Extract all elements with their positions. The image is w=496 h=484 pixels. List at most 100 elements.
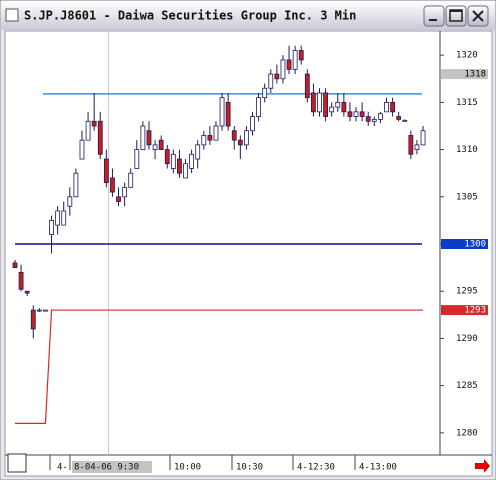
y-tick-label: 1290 [456,334,478,344]
x-tick-label: 8-04-06 9:30 [74,463,139,473]
candle-body [371,118,377,122]
candle-body [262,87,268,99]
candle-body [97,120,103,155]
candle-body [396,116,402,120]
candle-body [231,130,237,141]
price-marker-label: 1300 [464,240,486,250]
candle-body [304,73,310,99]
y-tick-label: 1320 [456,51,478,61]
candle-body [341,101,347,113]
candle-body [244,130,249,146]
x-tick-label: 4-12:30 [297,463,335,473]
candle-body [158,139,164,150]
candle-body [286,59,292,70]
candle-body [250,116,255,132]
close-button[interactable] [467,5,489,27]
price-marker [441,305,488,316]
candle-body [359,111,365,117]
candle-body [116,196,121,202]
candle-body [128,172,134,188]
candle-body [390,101,395,113]
x-tick-label: 4- [57,463,68,473]
candle-body [268,73,274,89]
price-marker-label: 1293 [464,306,486,316]
y-tick-label: 1280 [456,428,478,438]
candle-body [164,149,170,165]
scroll-arrow[interactable] [475,459,490,473]
candle-body [274,73,280,80]
candle-body [55,210,61,226]
maximize-button[interactable] [445,5,467,27]
candle-body [30,309,36,330]
price-marker [441,239,488,249]
candle-body [85,120,91,141]
candle-body [91,120,97,127]
candle-body [237,139,243,146]
candle-body [61,210,67,226]
candle-body [365,116,371,122]
y-tick-label: 1305 [456,192,478,202]
candle-body [225,101,231,127]
candle-body [347,111,353,117]
stop-line [15,309,424,424]
candle-body [414,144,420,150]
window-title: S.JP.J8601 - Daiwa Securities Group Inc.… [24,9,356,23]
candle-body [43,309,48,312]
candle-body [292,50,298,70]
y-tick-label: 1295 [456,287,478,297]
plot: 1280 1285 1290 1295 1300 1305 1310 1315 1320 1318… [12,45,488,473]
candle-body [256,97,262,117]
candle-body [67,196,73,207]
x-tick-label: 10:30 [236,463,263,473]
candle-body [170,153,176,169]
title-bar [1,1,495,30]
candle-body [195,144,201,160]
candle-body [298,50,304,61]
candle-body [219,97,225,127]
y-tick-label: 1285 [456,381,478,391]
x-tick-label: 10:00 [174,463,201,473]
y-tick-label: 1310 [456,145,478,155]
price-marker [441,69,488,80]
candle-body [177,158,182,174]
candle-body [329,106,335,113]
candle-body [103,158,109,184]
candle-body [402,119,408,122]
candle-body [49,219,54,235]
candle-body [189,153,195,169]
candle-body [134,149,140,169]
candle-body [36,309,42,312]
candle-body [24,290,30,294]
candle-body [18,271,24,290]
y-tick-label: 1315 [456,98,478,108]
candle-body [377,113,383,120]
candle-body [213,125,219,141]
candle-body [280,59,286,80]
x-label-highlight [72,461,152,473]
candle-body [353,111,359,117]
candle-body [122,186,128,198]
candle-body [335,101,341,108]
candle-body [207,135,213,141]
candle-body [140,125,146,150]
candle-body [183,163,188,179]
corner-box[interactable] [7,453,27,473]
chart-area [4,30,493,477]
candle-body [152,144,158,150]
candle-body [311,92,316,113]
x-tick-label: 4-13:00 [359,463,397,473]
candle-body [420,130,426,146]
candle-body [317,92,322,113]
candle-body [384,101,389,113]
candle-body [146,130,152,146]
candle-body [408,135,414,155]
candle-body [110,177,115,193]
window-icon [5,8,19,22]
candle-body [73,172,79,198]
minimize-button[interactable] [423,5,445,27]
price-marker-label: 1318 [464,70,486,80]
candle-body [201,135,207,146]
candle-body [79,139,85,160]
